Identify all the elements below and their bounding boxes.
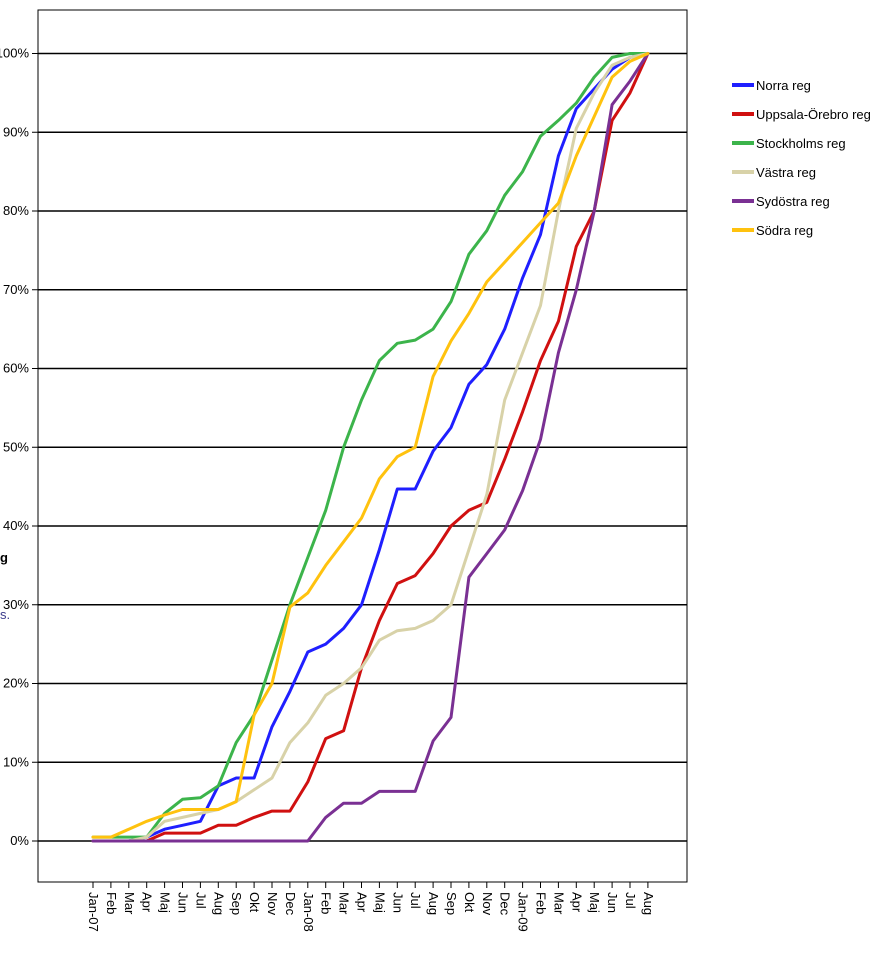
series-line bbox=[91, 52, 650, 839]
plot-area bbox=[37, 9, 688, 883]
x-tick-label: Maj bbox=[158, 892, 173, 913]
legend-label: Sydöstra reg bbox=[756, 194, 830, 209]
edge-fragment-s: s. bbox=[0, 607, 11, 622]
y-tick-label: 100% bbox=[0, 46, 29, 61]
x-tick-label: Feb bbox=[104, 892, 119, 914]
edge-fragment-g: g bbox=[0, 550, 8, 565]
x-tick-label: Sep bbox=[444, 892, 459, 915]
x-tick-label: Jun bbox=[605, 892, 620, 913]
legend: Norra reg Uppsala-Örebro reg Stockholms re… bbox=[732, 78, 871, 238]
y-tick-label: 90% bbox=[3, 124, 29, 139]
y-tick-label: 80% bbox=[3, 203, 29, 218]
y-tick-label: 30% bbox=[3, 597, 29, 612]
x-tick-label: Okt bbox=[247, 892, 262, 913]
x-tick-label: Aug bbox=[641, 892, 656, 915]
x-tick-label: Mar bbox=[551, 892, 566, 915]
legend-label: Södra reg bbox=[756, 223, 813, 238]
legend-label: Norra reg bbox=[756, 78, 811, 93]
x-tick-label: Nov bbox=[480, 892, 495, 916]
x-tick-label: Aug bbox=[426, 892, 441, 915]
x-tick-label: Dec bbox=[283, 892, 298, 916]
x-tick-label: Feb bbox=[319, 892, 334, 914]
x-tick-label: Jan-07 bbox=[86, 892, 101, 932]
x-tick-label: Feb bbox=[534, 892, 549, 914]
y-tick-label: 0% bbox=[10, 833, 29, 848]
series-line bbox=[91, 52, 650, 839]
x-tick-label: Okt bbox=[462, 892, 477, 913]
x-tick-label: Jul bbox=[193, 892, 208, 909]
y-tick-label: 60% bbox=[3, 361, 29, 376]
y-tick-label: 20% bbox=[3, 676, 29, 691]
y-tick-label: 40% bbox=[3, 518, 29, 533]
y-tick-label: 10% bbox=[3, 754, 29, 769]
x-tick-label: Maj bbox=[587, 892, 602, 913]
x-tick-label: Dec bbox=[498, 892, 513, 916]
x-tick-label: Apr bbox=[140, 892, 155, 913]
x-tick-label: Aug bbox=[211, 892, 226, 915]
x-tick-label: Apr bbox=[569, 892, 584, 913]
x-tick-label: Jul bbox=[408, 892, 423, 909]
x-axis-ticks: Jan-07 Feb Mar Apr Maj Jun Jul Aug Sep Okt Nov Dec J… bbox=[86, 882, 656, 932]
y-tick-label: 70% bbox=[3, 282, 29, 297]
series-line bbox=[91, 52, 650, 843]
x-tick-label: Mar bbox=[337, 892, 352, 915]
series-lines bbox=[91, 52, 650, 843]
legend-label: Stockholms reg bbox=[756, 136, 846, 151]
x-tick-label: Nov bbox=[265, 892, 280, 916]
series-line bbox=[91, 52, 650, 843]
x-tick-label: Maj bbox=[372, 892, 387, 913]
x-tick-label: Jul bbox=[623, 892, 638, 909]
x-tick-label: Jun bbox=[176, 892, 191, 913]
y-tick-label: 50% bbox=[3, 439, 29, 454]
x-tick-label: Sep bbox=[229, 892, 244, 915]
x-tick-label: Jun bbox=[390, 892, 405, 913]
series-line bbox=[91, 52, 650, 843]
x-tick-label: Jan-09 bbox=[516, 892, 531, 932]
x-tick-label: Mar bbox=[122, 892, 137, 915]
legend-label: Uppsala-Örebro reg bbox=[756, 107, 871, 122]
series-line bbox=[91, 52, 650, 843]
y-axis-ticks: 0% 10% 20% 30% 40% 50% 60% 70% 80% 90% 100% bbox=[0, 46, 38, 848]
legend-label: Västra reg bbox=[756, 165, 816, 180]
x-tick-label: Jan-08 bbox=[301, 892, 316, 932]
x-tick-label: Apr bbox=[355, 892, 370, 913]
gridlines bbox=[38, 52, 687, 842]
